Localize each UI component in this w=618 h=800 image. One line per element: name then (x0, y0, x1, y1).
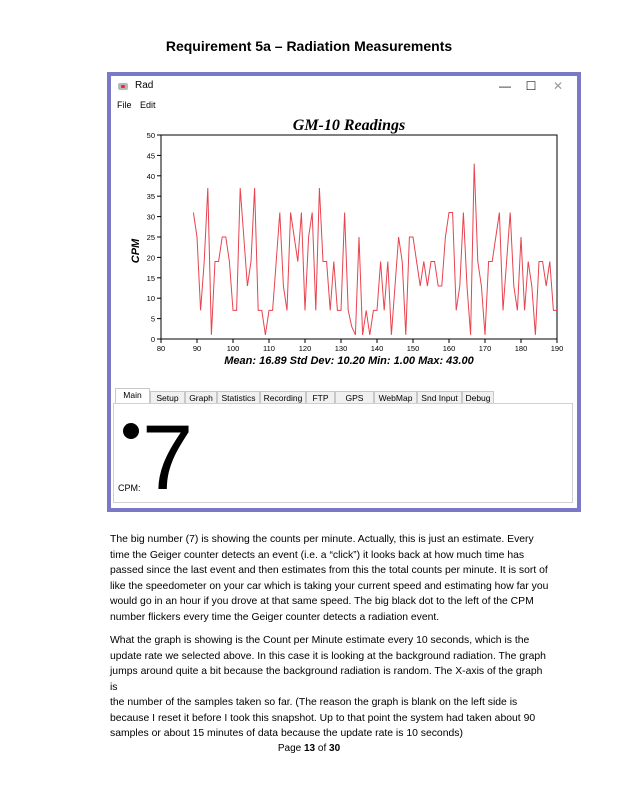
close-button[interactable]: ✕ (552, 79, 564, 93)
x-tick-label: 110 (263, 344, 275, 353)
paragraph-line: number flickers every time the Geiger co… (110, 611, 440, 623)
page-current: 13 (303, 743, 316, 754)
title-bar[interactable]: Rad — ☐ ✕ (111, 76, 577, 98)
event-indicator-dot (123, 423, 139, 439)
x-tick-label: 180 (515, 344, 528, 353)
paragraph-line: samples or about 15 minutes of data beca… (110, 728, 463, 739)
rad-window: Rad — ☐ ✕ File Edit GM-10 Readings 80 90 10… (111, 76, 577, 508)
paragraph-2: What the graph is showing is the Count p… (110, 633, 550, 742)
paragraph-line: passed since the last event and then est… (110, 565, 548, 576)
y-tick-label: 10 (147, 294, 155, 303)
menu-file[interactable]: File (117, 100, 132, 110)
gm10-chart: GM-10 Readings 80 90 100 110 120 130 140 150 160 1… (111, 114, 577, 388)
paragraph-line: the number of the samples taken so far. … (110, 697, 518, 708)
y-tick-label: 50 (147, 131, 155, 140)
y-tick-label: 0 (151, 335, 155, 344)
main-tab-panel: 7 CPM: (113, 403, 573, 509)
y-tick-label: 30 (147, 213, 155, 222)
cpm-value: 7 (142, 407, 194, 509)
menu-bar: File Edit (111, 98, 577, 114)
x-tick-label: 170 (479, 344, 492, 353)
window-title: Rad (135, 80, 154, 91)
minimize-button[interactable]: — (499, 79, 511, 93)
y-tick-label: 20 (147, 253, 155, 262)
menu-edit[interactable]: Edit (140, 100, 156, 110)
tab-strip: Main Setup Graph Statistics Recording FTP GPS W… (111, 388, 577, 404)
cpm-series-line (192, 163, 557, 336)
paragraph-line: The big number (7) is showing the counts… (110, 534, 534, 545)
paragraph-line: like the speedometer on your car which i… (110, 580, 549, 592)
y-axis-label: CPM (130, 238, 142, 263)
y-tick-label: 40 (147, 172, 155, 181)
document-title: Requirement 5a – Radiation Measurements (165, 38, 453, 54)
radiation-app-icon (118, 83, 128, 90)
page-of: of (315, 743, 330, 754)
cpm-label: CPM: (118, 483, 141, 493)
paragraph-line: update rate we selected above. In this c… (110, 650, 546, 662)
paragraph-1: The big number (7) is showing the counts… (110, 532, 550, 625)
x-tick-label: 120 (299, 344, 312, 353)
paragraph-line: time the Geiger counter detects an event… (110, 549, 525, 561)
tab-graph[interactable]: Graph (185, 391, 217, 404)
screenshot-frame: Rad — ☐ ✕ File Edit GM-10 Readings 80 90 10… (107, 72, 581, 512)
y-tick-label: 15 (147, 274, 155, 283)
y-tick-label: 45 (147, 151, 155, 160)
tab-ftp[interactable]: FTP (306, 391, 335, 404)
tab-main[interactable]: Main (115, 388, 150, 404)
x-tick-label: 90 (193, 344, 201, 353)
stats-readout: Mean: 16.89 Std Dev: 10.20 Min: 1.00 Max… (224, 355, 474, 367)
page-prefix: Page (277, 743, 304, 754)
x-tick-label: 160 (443, 344, 456, 353)
page-total: 30 (329, 743, 341, 754)
chart-title: GM-10 Readings (293, 117, 405, 134)
y-tick-label: 5 (151, 315, 155, 324)
x-tick-label: 150 (407, 344, 420, 353)
y-tick-label: 35 (147, 192, 155, 201)
paragraph-line: jumps around quite a bit because the bac… (110, 666, 543, 693)
x-tick-label: 100 (227, 344, 240, 353)
page-number: Page 13 of 30 (0, 743, 618, 754)
paragraph-line: because I reset it before I took this sn… (110, 712, 536, 724)
x-tick-label: 190 (551, 344, 564, 353)
paragraph-line: would go in an hour if you drove at that… (110, 596, 534, 607)
y-tick-label: 25 (147, 233, 155, 242)
maximize-button[interactable]: ☐ (525, 79, 537, 93)
paragraph-line: What the graph is showing is the Count p… (110, 635, 530, 646)
x-tick-label: 140 (371, 344, 384, 353)
x-tick-label: 130 (335, 344, 348, 353)
x-tick-label: 80 (157, 344, 165, 353)
